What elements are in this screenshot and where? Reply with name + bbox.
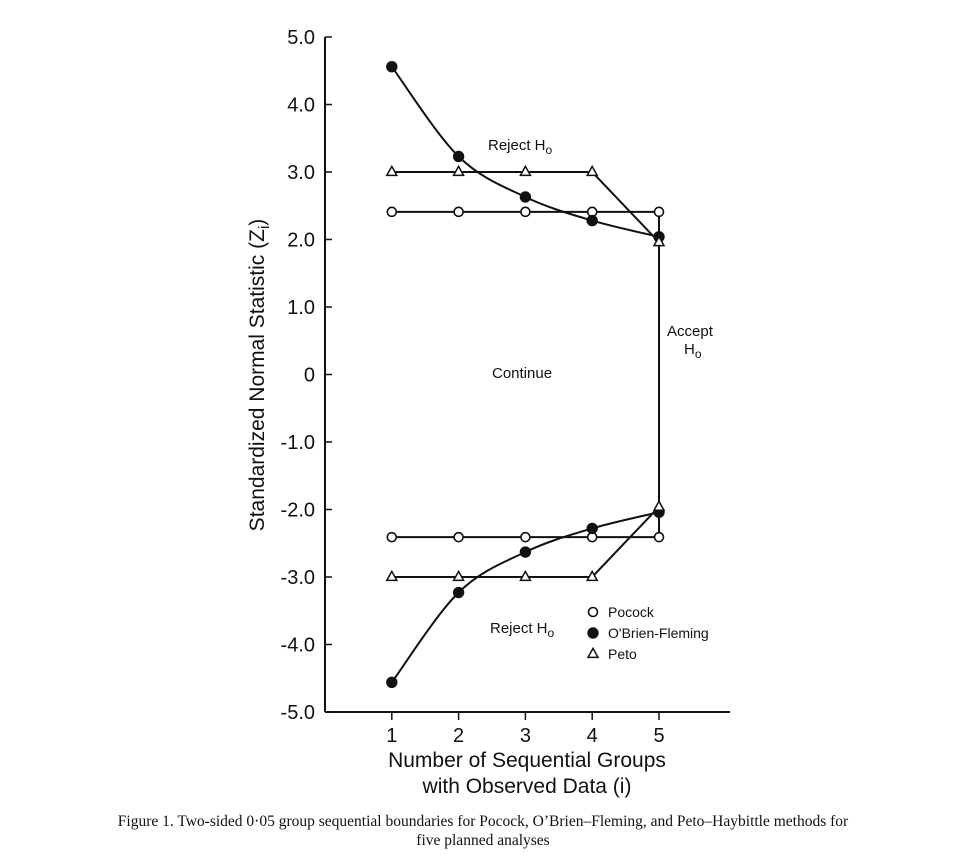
reject-upper-sub: o bbox=[546, 143, 553, 157]
o-brien-fleming-upper-point bbox=[452, 150, 465, 163]
legend: Pocock O'Brien-Fleming Peto bbox=[586, 604, 709, 662]
y-tick-label: -3.0 bbox=[281, 567, 315, 589]
y-tick-label: 4.0 bbox=[287, 95, 315, 117]
o-brien-fleming-upper-point bbox=[519, 191, 532, 203]
o-brien-fleming-lower-point bbox=[586, 522, 598, 535]
y-tick-label: -5.0 bbox=[281, 702, 315, 724]
x-tick-label: 4 bbox=[587, 725, 598, 747]
caption-line-2: five planned analyses bbox=[416, 832, 550, 849]
pocock-lower-point bbox=[386, 531, 398, 543]
peto-upper-point bbox=[519, 164, 532, 177]
o-brien-fleming-legend-label: O'Brien-Fleming bbox=[608, 625, 709, 641]
pocock-lower-point bbox=[520, 531, 531, 543]
x-tick-label: 5 bbox=[653, 725, 664, 747]
axes: 5.0 4.0 3.0 2.0 1.0 0 -1.0 -2.0 -3.0 -4.0 -5.0 1 2 3… bbox=[281, 27, 730, 747]
y-tick-label: 2.0 bbox=[287, 230, 315, 252]
figure-caption: Figure 1. Two-sided 0·05 group sequentia… bbox=[0, 812, 966, 850]
peto-lower-point bbox=[452, 569, 465, 582]
peto-legend-marker bbox=[586, 646, 600, 659]
x-tick-label: 3 bbox=[520, 725, 531, 747]
x-tick-label: 2 bbox=[453, 725, 464, 747]
pocock-upper-point bbox=[453, 206, 464, 218]
pocock-lower-point bbox=[653, 531, 665, 543]
o-brien-fleming-legend-marker bbox=[587, 627, 599, 639]
peto-upper-point bbox=[585, 164, 599, 177]
reject-lower-label: Reject Ho bbox=[490, 620, 555, 640]
pocock-upper-point bbox=[520, 206, 531, 218]
accept-h-text: H bbox=[684, 341, 695, 358]
peto-upper-point bbox=[385, 164, 399, 177]
reject-lower-text: Reject H bbox=[490, 620, 548, 637]
o-brien-fleming-upper-point bbox=[386, 60, 398, 73]
reject-upper-label: Reject Ho bbox=[488, 137, 553, 157]
peto-lower-point bbox=[385, 569, 399, 582]
x-tick-label: 1 bbox=[386, 725, 397, 747]
y-tick-label: 3.0 bbox=[287, 162, 315, 184]
y-ticks: 5.0 4.0 3.0 2.0 1.0 0 -1.0 -2.0 -3.0 -4.0 -5.0 bbox=[281, 27, 332, 724]
peto-upper-point bbox=[452, 164, 465, 177]
x-axis-title-line-2: with Observed Data (i) bbox=[422, 775, 632, 798]
y-tick-label: -1.0 bbox=[281, 432, 315, 454]
pocock-legend-marker bbox=[587, 606, 599, 618]
y-axis-title-close: ) bbox=[246, 219, 269, 226]
boundary-chart: 5.0 4.0 3.0 2.0 1.0 0 -1.0 -2.0 -3.0 -4.0 -5.0 1 2 3… bbox=[246, 27, 730, 798]
pocock-lower-point bbox=[453, 531, 464, 543]
y-tick-label: -4.0 bbox=[281, 635, 315, 657]
pocock-upper-point bbox=[653, 206, 665, 218]
x-axis-title-line-1: Number of Sequential Groups bbox=[388, 749, 666, 772]
reject-lower-sub: o bbox=[548, 626, 555, 640]
pocock-upper-point bbox=[386, 206, 398, 218]
o-brien-fleming-lower-point bbox=[386, 676, 398, 688]
o-brien-fleming-lower-point bbox=[519, 546, 532, 558]
peto-legend-label: Peto bbox=[608, 646, 637, 662]
x-ticks: 1 2 3 4 5 bbox=[386, 712, 665, 747]
o-brien-fleming-upper-point bbox=[586, 214, 598, 227]
y-tick-label: 0 bbox=[304, 365, 315, 387]
pocock-legend-label: Pocock bbox=[608, 604, 655, 620]
y-axis-title-sub: i bbox=[256, 226, 273, 229]
continue-label: Continue bbox=[492, 365, 552, 382]
caption-line-1: Figure 1. Two-sided 0·05 group sequentia… bbox=[117, 813, 849, 830]
reject-upper-text: Reject H bbox=[488, 137, 546, 154]
accept-h-sub: o bbox=[695, 347, 702, 361]
peto-upper-point bbox=[652, 235, 666, 247]
peto-lower-point bbox=[652, 499, 666, 511]
o-brien-fleming-lower-point bbox=[452, 586, 465, 599]
y-tick-label: 5.0 bbox=[287, 27, 315, 49]
y-axis-title: Standardized Normal Statistic (Zi) bbox=[246, 219, 273, 532]
accept-label-line-1: Accept bbox=[667, 323, 714, 340]
series-layer bbox=[385, 60, 666, 688]
y-tick-label: 1.0 bbox=[287, 297, 315, 319]
peto-lower-point bbox=[585, 569, 599, 582]
accept-label-line-2: Ho bbox=[684, 341, 702, 361]
peto-lower-point bbox=[519, 569, 532, 582]
y-tick-label: -2.0 bbox=[281, 500, 315, 522]
y-axis-title-main: Standardized Normal Statistic (Z bbox=[246, 229, 269, 531]
